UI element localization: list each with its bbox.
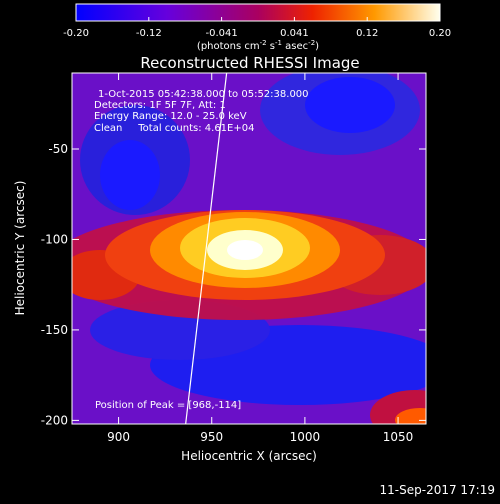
- x-tick-label: 1050: [383, 430, 414, 444]
- heatmap-image: [72, 73, 426, 424]
- annotation-detectors: Detectors: 1F 5F 7F, Att: 1: [94, 100, 226, 111]
- colorbar-tick-label: -0.12: [136, 28, 162, 39]
- footer-timestamp: 11-Sep-2017 17:19: [380, 483, 495, 497]
- colorbar-tick-label: 0.20: [429, 28, 451, 39]
- x-tick-label: 1000: [290, 430, 321, 444]
- colorbar-ticks: -0.20 -0.12 -0.041 0.041 0.12 0.20: [63, 17, 451, 39]
- y-tick-label: -100: [41, 232, 68, 246]
- colorbar-tick-label: -0.20: [63, 28, 89, 39]
- x-tick-label: 900: [107, 430, 130, 444]
- x-tick-label: 950: [200, 430, 223, 444]
- annotation-time-range: 1-Oct-2015 05:42:38.000 to 05:52:38.000: [98, 89, 309, 100]
- colorbar-tick-label: 0.041: [280, 28, 309, 39]
- colorbar-units: (photons cm-2 s-1 asec-2): [197, 39, 319, 52]
- y-tick-label: -200: [41, 413, 68, 427]
- chart-title: Reconstructed RHESSI Image: [140, 54, 359, 72]
- x-axis-ticks: 900 950 1000 1050: [107, 73, 413, 444]
- y-tick-label: -150: [41, 323, 68, 337]
- annotation-energy-range: Energy Range: 12.0 - 25.0 keV: [94, 111, 247, 122]
- y-axis-label: Heliocentric Y (arcsec): [13, 181, 27, 316]
- x-axis-label: Heliocentric X (arcsec): [181, 449, 317, 463]
- colorbar-tick-label: -0.041: [205, 28, 237, 39]
- solar-limb-line: [185, 72, 228, 425]
- annotation-clean-counts: Clean Total counts: 4.61E+04: [94, 123, 254, 134]
- colorbar-tick-label: 0.12: [356, 28, 378, 39]
- y-axis-ticks: -50 -100 -150 -200: [41, 142, 426, 427]
- plot-frame: [71, 72, 427, 425]
- y-tick-label: -50: [48, 142, 68, 156]
- annotation-peak-position: Position of Peak = [968,-114]: [95, 400, 241, 411]
- colorbar: [75, 3, 441, 22]
